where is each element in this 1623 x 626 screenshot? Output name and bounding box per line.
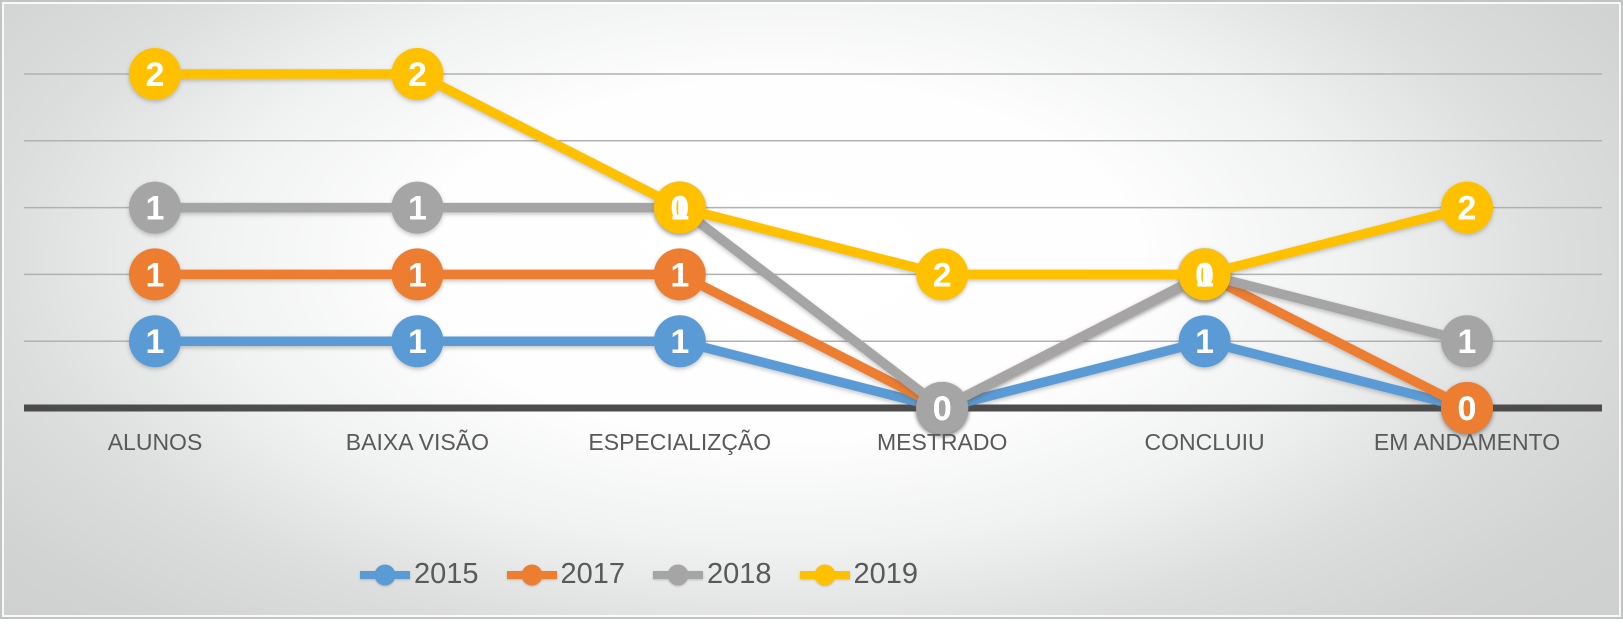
series-line xyxy=(150,336,1472,413)
data-label: 1 xyxy=(1195,256,1214,294)
data-label: 2 xyxy=(1458,190,1477,228)
data-label: 1 xyxy=(408,256,427,294)
data-point-marker xyxy=(1441,315,1493,368)
data-point-marker xyxy=(129,48,181,100)
data-point-marker xyxy=(653,315,706,368)
series-2018 xyxy=(129,181,1493,434)
series-line xyxy=(150,202,1472,413)
category-label: EM ANDAMENTO xyxy=(1374,429,1560,455)
legend-key-icon xyxy=(359,564,410,585)
category-label: CONCLUIU xyxy=(1145,429,1265,455)
data-label: 0 xyxy=(1458,390,1477,428)
data-label: 2 xyxy=(408,56,427,94)
legend-key-icon xyxy=(799,564,850,585)
data-label: 0 xyxy=(670,190,689,228)
data-point-marker xyxy=(391,181,444,234)
series-line xyxy=(150,269,1472,413)
data-point-marker xyxy=(1441,181,1493,234)
category-label: MESTRADO xyxy=(877,429,1007,455)
data-label: 1 xyxy=(408,323,427,361)
data-label: 1 xyxy=(670,190,689,228)
data-point-marker xyxy=(653,181,706,234)
legend-item-2018: 2018 xyxy=(653,560,772,589)
data-point-marker xyxy=(916,382,969,434)
category-label: ALUNOS xyxy=(108,429,203,455)
data-point-marker xyxy=(391,48,444,100)
data-point-marker xyxy=(129,315,181,368)
data-point-marker xyxy=(916,248,969,301)
data-label: 1 xyxy=(670,256,689,294)
data-label: 1 xyxy=(146,323,165,361)
data-label: 2 xyxy=(933,256,952,294)
data-label: 1 xyxy=(408,190,427,228)
data-label: 1 xyxy=(1195,323,1214,361)
data-label: 1 xyxy=(670,323,689,361)
data-point-marker xyxy=(1178,315,1231,368)
series-line xyxy=(150,69,1472,280)
legend-key-icon xyxy=(653,564,703,585)
data-label: 1 xyxy=(146,190,165,228)
legend-label: 2015 xyxy=(413,558,479,590)
data-label: 0 xyxy=(933,390,952,428)
legend-item-2015: 2015 xyxy=(359,558,479,590)
legend-label: 2018 xyxy=(707,558,772,590)
legend-item-2017: 2017 xyxy=(506,560,625,589)
series-2015 xyxy=(129,315,1493,434)
category-label: ESPECIALIZÇÃO xyxy=(588,429,771,455)
data-label: 0 xyxy=(1195,256,1214,294)
legend-label: 2019 xyxy=(853,558,919,590)
data-point-marker xyxy=(129,181,181,234)
legend-key-icon xyxy=(506,564,557,585)
data-label: 1 xyxy=(146,256,165,294)
category-label: BAIXA VISÃO xyxy=(346,429,489,455)
legend-item-2019: 2019 xyxy=(799,558,919,590)
series-2019 xyxy=(129,48,1493,301)
data-label: 0 xyxy=(1195,256,1214,294)
chart-legend: 2015 2017 2018 2019 xyxy=(359,558,919,590)
data-point-marker xyxy=(391,248,444,301)
legend-label: 2017 xyxy=(560,558,625,590)
data-label: 0 xyxy=(933,390,952,428)
data-point-marker xyxy=(1441,382,1493,434)
data-point-marker xyxy=(391,315,444,368)
data-point-marker xyxy=(1178,248,1231,301)
data-label: 0 xyxy=(933,390,952,428)
data-label: 1 xyxy=(1458,323,1477,361)
data-label: 0 xyxy=(1458,390,1477,428)
data-label: 2 xyxy=(146,56,165,94)
data-point-marker xyxy=(653,248,706,301)
data-point-marker xyxy=(129,248,181,301)
